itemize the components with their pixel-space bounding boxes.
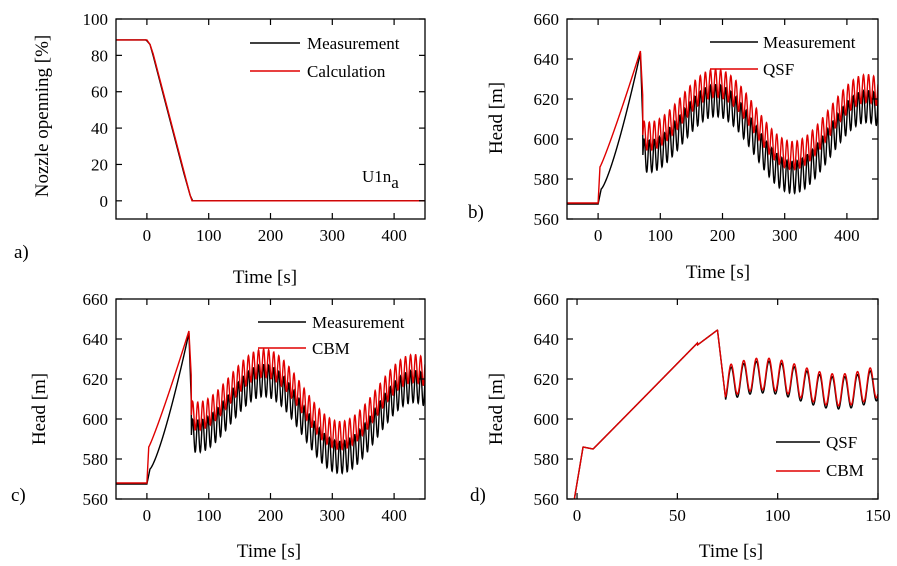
panel-c-xtick-label: 100 [196,506,222,525]
panel-a-ytick-label: 60 [91,83,108,102]
panel-b-ytick-label: 640 [534,50,560,69]
panel-a-ytick-label: 20 [91,155,108,174]
panel-b-legend-label-measurement: Measurement [763,33,856,52]
panel-d-ylabel: Head [m] [486,373,507,445]
panel-d-tag: d) [470,485,486,506]
panel-a-annotation-sub: a [391,173,399,192]
panel-b-ytick-label: 620 [534,90,560,109]
panel-b-xlabel: Time [s] [686,262,750,283]
panel-c-ytick-label: 640 [83,330,109,349]
panel-d-legend-label-cbm: CBM [826,461,864,480]
panel-b-ytick-label: 560 [534,210,560,229]
panel-a-ytick-label: 80 [91,46,108,65]
panel-c-series-measurement-line [116,332,425,485]
panel-d-ytick-label: 580 [534,450,560,469]
panel-a-legend-label-calculation: Calculation [307,62,386,81]
panel-d-ytick-label: 620 [534,370,560,389]
panel-a-annotation-main: U1n [362,167,392,186]
panel-c-plot-area: 0 100 200 300 400 560 580 600 620 640 660 [83,290,426,525]
panel-b-ytick-label: 580 [534,170,560,189]
panel-a-xtick-label: 100 [196,226,222,245]
panel-d-ytick-label: 600 [534,410,560,429]
panel-b-legend-label-qsf: QSF [763,60,794,79]
panel-c-ylabel: Head [m] [29,373,50,445]
panel-b-tag: b) [468,202,484,223]
panel-b-series-measurement-line [567,52,878,205]
panel-d-xlabel: Time [s] [699,541,763,562]
panel-a: 0 100 200 300 400 0 20 40 60 80 100 Time [s] Nozzl… [14,10,426,288]
panel-a-tag: a) [14,242,29,263]
panel-c-legend-label-cbm: CBM [312,339,350,358]
panel-c-ytick-label: 580 [83,450,109,469]
panel-b-plot-area: 0 100 200 300 400 560 580 600 620 640 660 [534,10,879,245]
panel-a-annotation: U1na [362,167,399,192]
panel-a-xtick-label: 400 [381,226,407,245]
panel-a-ytick-label: 40 [91,119,108,138]
panel-c-legend-label-measurement: Measurement [312,313,405,332]
panel-a-plot-area: 0 100 200 300 400 0 20 40 60 80 100 [83,10,426,245]
panel-a-ytick-label: 0 [100,192,109,211]
panel-d-ytick-label: 560 [534,490,560,509]
panel-d-plot-area: 0 50 100 150 560 580 600 620 640 660 [534,290,891,525]
panel-d-ytick-label: 640 [534,330,560,349]
panel-b-ytick-label: 660 [534,10,560,29]
panel-c-tag: c) [11,485,26,506]
panel-a-xtick-label: 0 [143,226,152,245]
panel-c-xlabel: Time [s] [237,541,301,562]
panel-d-frame [566,298,879,500]
panel-b-xtick-label: 200 [710,226,736,245]
panel-d-series-cbm-line [573,329,878,499]
panel-c-xtick-label: 400 [381,506,407,525]
panel-a-legend-label-measurement: Measurement [307,34,400,53]
panel-c-series-cbm-line [116,330,425,484]
panel-a-series-calculation-line [116,39,425,202]
panel-d: 0 50 100 150 560 580 600 620 640 660 Time [s] Hea… [470,290,891,562]
panel-d-xtick-label: 50 [669,506,686,525]
panel-c-ytick-label: 600 [83,410,109,429]
panel-a-xlabel: Time [s] [233,267,297,288]
panel-c-xtick-label: 200 [258,506,284,525]
panel-a-ytick-label: 100 [83,10,109,29]
panel-b-ylabel: Head [m] [486,82,507,154]
panel-c-xtick-label: 300 [320,506,346,525]
panel-b-xtick-label: 0 [594,226,603,245]
panel-b: 0 100 200 300 400 560 580 600 620 640 660 Time [s]… [468,10,879,283]
panel-b-xtick-label: 100 [648,226,674,245]
panel-d-ytick-label: 660 [534,290,560,309]
panel-a-xtick-label: 200 [258,226,284,245]
panel-d-legend-label-qsf: QSF [826,433,857,452]
panel-d-xtick-label: 0 [573,506,582,525]
panel-b-xtick-label: 300 [772,226,798,245]
panel-a-xtick-label: 300 [320,226,346,245]
panel-a-ylabel: Nozzle openning [%] [32,35,53,198]
panel-c-ytick-label: 620 [83,370,109,389]
panel-b-ytick-label: 600 [534,130,560,149]
panel-c-ytick-label: 660 [83,290,109,309]
panel-d-xtick-label: 100 [765,506,791,525]
panel-c-xtick-label: 0 [143,506,152,525]
panel-b-xtick-label: 400 [834,226,860,245]
panel-c: 0 100 200 300 400 560 580 600 620 640 660 Time [s]… [11,290,426,562]
panel-d-xtick-label: 150 [865,506,891,525]
panel-b-series-qsf-line [567,50,878,204]
panel-c-ytick-label: 560 [83,490,109,509]
